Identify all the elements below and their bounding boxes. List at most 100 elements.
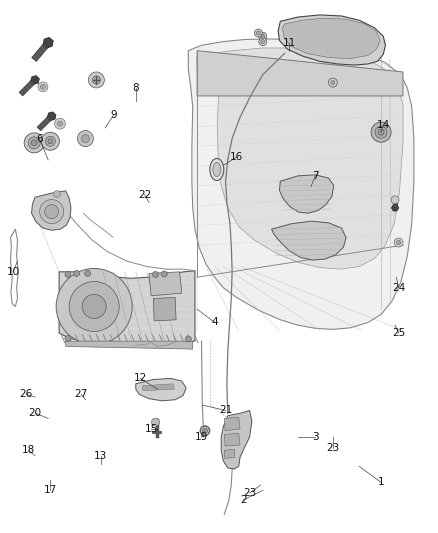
Polygon shape	[136, 378, 186, 401]
Text: 27: 27	[74, 390, 88, 399]
Circle shape	[81, 134, 89, 143]
Polygon shape	[32, 191, 71, 230]
Polygon shape	[279, 175, 334, 213]
Bar	[34, 140, 52, 143]
Text: 20: 20	[28, 408, 42, 418]
Circle shape	[185, 336, 191, 342]
Circle shape	[396, 240, 401, 245]
Text: 6: 6	[36, 134, 43, 143]
Text: 9: 9	[110, 110, 117, 119]
Polygon shape	[197, 51, 403, 96]
Circle shape	[45, 205, 59, 219]
Circle shape	[254, 29, 262, 37]
Circle shape	[259, 32, 267, 41]
Circle shape	[394, 238, 403, 247]
Polygon shape	[197, 48, 403, 269]
Circle shape	[85, 270, 91, 277]
Text: 2: 2	[240, 495, 247, 505]
Circle shape	[74, 270, 80, 277]
Text: 10: 10	[7, 267, 20, 277]
Text: 12: 12	[134, 374, 147, 383]
Circle shape	[82, 294, 106, 319]
Circle shape	[57, 121, 63, 126]
Circle shape	[48, 139, 53, 144]
Ellipse shape	[210, 158, 224, 181]
Polygon shape	[149, 272, 182, 296]
Polygon shape	[43, 37, 53, 48]
Text: 4: 4	[211, 318, 218, 327]
Polygon shape	[47, 112, 56, 120]
Circle shape	[41, 132, 60, 150]
Circle shape	[65, 335, 71, 342]
Polygon shape	[393, 198, 397, 208]
Polygon shape	[153, 297, 176, 321]
Circle shape	[69, 281, 119, 332]
Circle shape	[40, 199, 64, 224]
Polygon shape	[19, 78, 37, 96]
Circle shape	[38, 82, 48, 92]
Text: 1: 1	[378, 478, 385, 487]
Circle shape	[261, 34, 265, 38]
Circle shape	[331, 80, 335, 85]
Text: 15: 15	[145, 424, 158, 434]
Circle shape	[46, 136, 55, 146]
Text: 22: 22	[138, 190, 151, 199]
Text: 11: 11	[283, 38, 296, 47]
Circle shape	[391, 196, 399, 204]
Circle shape	[202, 428, 208, 433]
Circle shape	[375, 126, 387, 138]
Circle shape	[88, 72, 104, 88]
Circle shape	[161, 271, 167, 277]
Circle shape	[40, 84, 46, 90]
Text: 7: 7	[312, 171, 319, 181]
Circle shape	[259, 37, 267, 46]
Polygon shape	[142, 384, 174, 391]
Text: 24: 24	[392, 283, 405, 293]
Polygon shape	[31, 76, 39, 84]
Polygon shape	[392, 205, 399, 211]
Text: 21: 21	[219, 406, 232, 415]
Polygon shape	[221, 410, 252, 469]
Circle shape	[54, 118, 66, 129]
Circle shape	[256, 31, 261, 35]
Text: 26: 26	[20, 390, 33, 399]
Text: 18: 18	[22, 446, 35, 455]
Circle shape	[65, 271, 71, 278]
Circle shape	[328, 78, 337, 87]
Text: 8: 8	[132, 83, 139, 93]
Polygon shape	[224, 433, 240, 446]
Text: 13: 13	[94, 451, 107, 461]
Polygon shape	[66, 341, 193, 349]
Circle shape	[200, 426, 210, 435]
Circle shape	[92, 76, 100, 84]
Text: 23: 23	[326, 443, 339, 453]
Text: 23: 23	[243, 488, 256, 498]
Circle shape	[152, 418, 159, 426]
Polygon shape	[188, 39, 414, 329]
Text: 16: 16	[230, 152, 243, 162]
Ellipse shape	[213, 163, 221, 176]
Text: 3: 3	[312, 432, 319, 442]
Text: 14: 14	[377, 120, 390, 130]
Circle shape	[31, 140, 37, 146]
Circle shape	[378, 129, 384, 135]
Circle shape	[53, 190, 60, 198]
Polygon shape	[283, 18, 380, 59]
Text: 25: 25	[392, 328, 405, 338]
Circle shape	[24, 133, 44, 153]
Circle shape	[78, 131, 93, 147]
Circle shape	[152, 271, 159, 278]
Circle shape	[28, 137, 40, 149]
Polygon shape	[59, 271, 195, 345]
Polygon shape	[32, 41, 50, 61]
Circle shape	[56, 269, 132, 344]
Circle shape	[371, 122, 391, 142]
Text: 17: 17	[44, 486, 57, 495]
Polygon shape	[278, 15, 385, 65]
Text: 19: 19	[195, 432, 208, 442]
Polygon shape	[224, 417, 240, 431]
Polygon shape	[272, 221, 346, 260]
Polygon shape	[224, 449, 235, 458]
Polygon shape	[37, 115, 53, 131]
Circle shape	[261, 39, 265, 44]
